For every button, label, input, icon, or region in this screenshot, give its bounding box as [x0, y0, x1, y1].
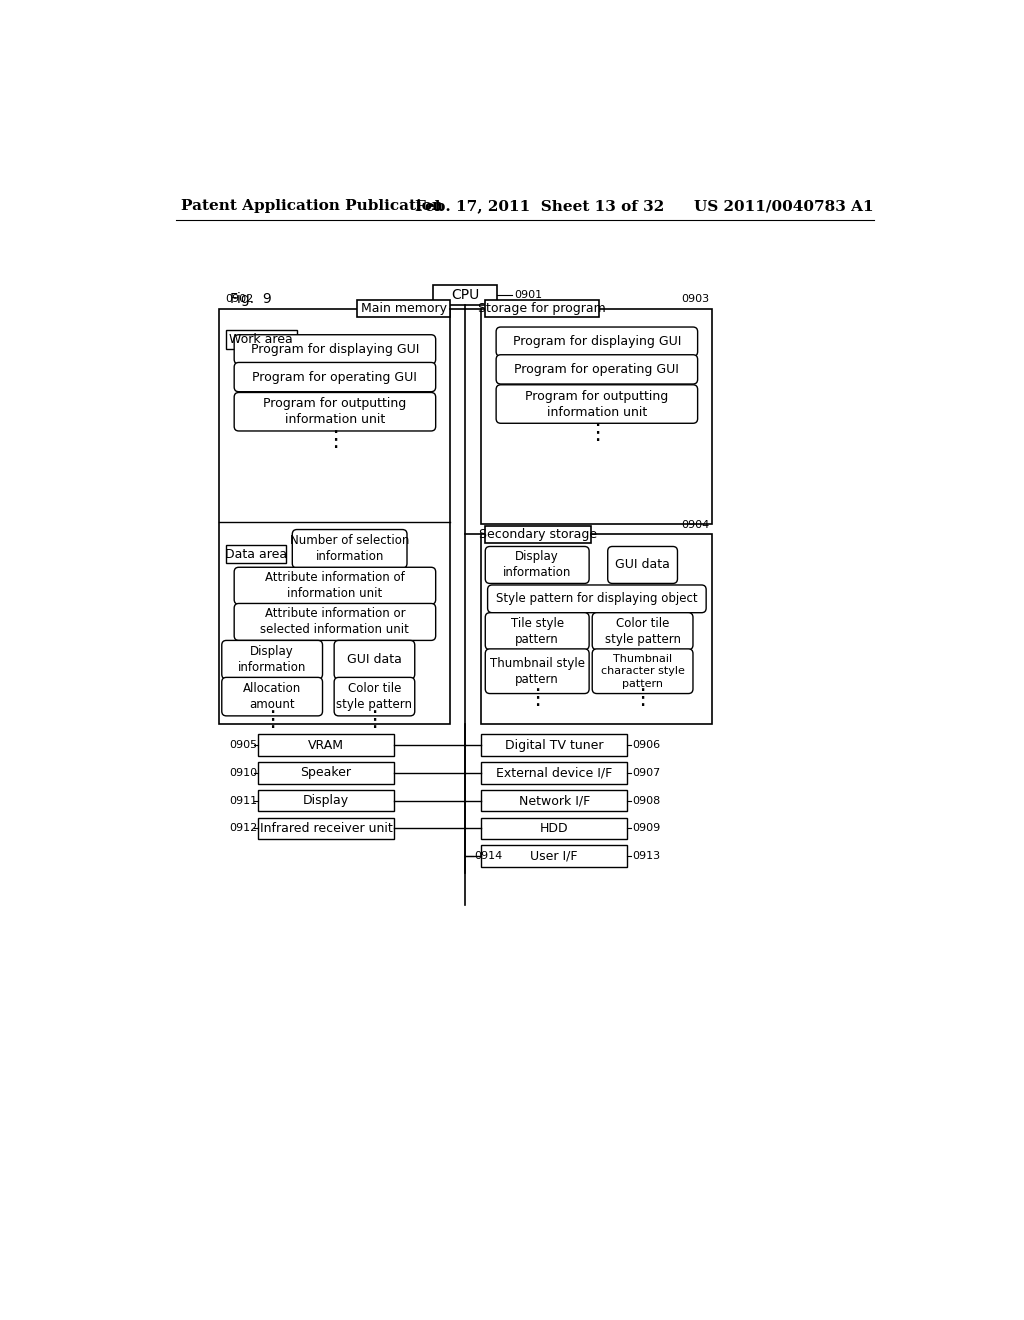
- Bar: [481, 734, 627, 756]
- Text: Display: Display: [303, 795, 349, 807]
- Text: ⋮: ⋮: [632, 688, 653, 708]
- Text: Attribute information or
selected information unit: Attribute information or selected inform…: [260, 607, 410, 636]
- Text: Storage for program: Storage for program: [478, 302, 606, 315]
- Text: Main memory: Main memory: [360, 302, 446, 315]
- FancyBboxPatch shape: [592, 649, 693, 693]
- FancyBboxPatch shape: [496, 385, 697, 424]
- Text: ⋮: ⋮: [324, 430, 346, 450]
- Text: Color tile
style pattern: Color tile style pattern: [337, 682, 413, 711]
- Text: Display
information: Display information: [238, 645, 306, 675]
- Text: HDD: HDD: [540, 822, 568, 834]
- Text: Thumbnail style
pattern: Thumbnail style pattern: [489, 657, 585, 685]
- Text: 0901: 0901: [514, 290, 542, 301]
- Text: Feb. 17, 2011  Sheet 13 of 32: Feb. 17, 2011 Sheet 13 of 32: [415, 199, 664, 213]
- Bar: [258, 762, 394, 784]
- Text: 0911: 0911: [228, 796, 257, 805]
- Text: VRAM: VRAM: [308, 739, 344, 751]
- FancyBboxPatch shape: [485, 612, 589, 649]
- Text: Secondary storage: Secondary storage: [479, 528, 597, 541]
- Bar: [484, 525, 592, 543]
- FancyBboxPatch shape: [234, 392, 435, 430]
- Text: Network I/F: Network I/F: [518, 795, 590, 807]
- FancyBboxPatch shape: [334, 677, 415, 715]
- Text: Infrared receiver unit: Infrared receiver unit: [260, 822, 392, 834]
- FancyBboxPatch shape: [334, 640, 415, 678]
- Bar: [481, 309, 713, 524]
- Text: ⋮: ⋮: [261, 710, 284, 730]
- FancyBboxPatch shape: [496, 327, 697, 356]
- Text: Color tile
style pattern: Color tile style pattern: [604, 616, 681, 645]
- FancyBboxPatch shape: [496, 355, 697, 384]
- Text: Program for displaying GUI: Program for displaying GUI: [251, 343, 419, 356]
- FancyBboxPatch shape: [234, 363, 435, 392]
- Text: 0910: 0910: [228, 768, 257, 777]
- Text: 0904: 0904: [681, 520, 710, 529]
- Text: Thumbnail
character style
pattern: Thumbnail character style pattern: [601, 653, 684, 689]
- FancyBboxPatch shape: [234, 603, 435, 640]
- Text: Attribute information of
information unit: Attribute information of information uni…: [265, 572, 404, 601]
- Text: ⋮: ⋮: [364, 710, 386, 730]
- Bar: [258, 734, 394, 756]
- Text: 0912: 0912: [228, 824, 257, 833]
- Text: GUI data: GUI data: [347, 653, 401, 667]
- Bar: [258, 817, 394, 840]
- Bar: [484, 300, 599, 317]
- FancyBboxPatch shape: [222, 640, 323, 678]
- Text: Digital TV tuner: Digital TV tuner: [505, 739, 603, 751]
- Text: 0908: 0908: [633, 796, 660, 805]
- FancyBboxPatch shape: [487, 585, 707, 612]
- Bar: [481, 817, 627, 840]
- Bar: [225, 330, 297, 348]
- Text: 0902: 0902: [225, 294, 254, 305]
- Text: Data area: Data area: [225, 548, 287, 561]
- Text: 0907: 0907: [633, 768, 660, 777]
- Text: Number of selection
information: Number of selection information: [290, 535, 410, 564]
- Text: Program for outputting
information unit: Program for outputting information unit: [263, 397, 407, 426]
- Bar: [481, 845, 627, 867]
- Text: ⋮: ⋮: [586, 422, 608, 442]
- Text: CPU: CPU: [451, 289, 479, 302]
- Text: GUI data: GUI data: [615, 558, 670, 572]
- Bar: [219, 309, 451, 725]
- Bar: [433, 285, 497, 305]
- Text: Allocation
amount: Allocation amount: [243, 682, 301, 711]
- FancyBboxPatch shape: [222, 677, 323, 715]
- Text: Patent Application Publication: Patent Application Publication: [180, 199, 442, 213]
- Text: External device I/F: External device I/F: [496, 767, 612, 779]
- Text: 0914: 0914: [474, 851, 503, 861]
- Text: 0913: 0913: [633, 851, 660, 861]
- Text: ⋮: ⋮: [526, 688, 548, 708]
- Bar: [481, 762, 627, 784]
- Bar: [481, 789, 627, 812]
- Text: Program for outputting
information unit: Program for outputting information unit: [525, 389, 669, 418]
- Text: Program for operating GUI: Program for operating GUI: [253, 371, 418, 384]
- FancyBboxPatch shape: [485, 546, 589, 583]
- Bar: [357, 300, 451, 317]
- Text: Style pattern for displaying object: Style pattern for displaying object: [496, 593, 697, 606]
- Text: Work area: Work area: [229, 333, 293, 346]
- Text: Fig.  9: Fig. 9: [230, 292, 272, 306]
- Text: Speaker: Speaker: [300, 767, 351, 779]
- Bar: [258, 789, 394, 812]
- Text: Display
information: Display information: [503, 550, 571, 579]
- FancyBboxPatch shape: [607, 546, 678, 583]
- Text: Tile style
pattern: Tile style pattern: [511, 616, 564, 645]
- Text: 0903: 0903: [681, 294, 710, 305]
- Text: US 2011/0040783 A1: US 2011/0040783 A1: [693, 199, 873, 213]
- Text: Program for displaying GUI: Program for displaying GUI: [513, 335, 681, 348]
- FancyBboxPatch shape: [234, 335, 435, 364]
- Bar: [225, 545, 286, 564]
- Text: User I/F: User I/F: [530, 850, 578, 862]
- Text: 0909: 0909: [633, 824, 660, 833]
- FancyBboxPatch shape: [234, 568, 435, 605]
- Text: Program for operating GUI: Program for operating GUI: [514, 363, 679, 376]
- FancyBboxPatch shape: [485, 649, 589, 693]
- Bar: [481, 535, 713, 725]
- Text: 0906: 0906: [633, 741, 660, 750]
- Text: 0905: 0905: [228, 741, 257, 750]
- FancyBboxPatch shape: [592, 612, 693, 649]
- FancyBboxPatch shape: [292, 529, 407, 568]
